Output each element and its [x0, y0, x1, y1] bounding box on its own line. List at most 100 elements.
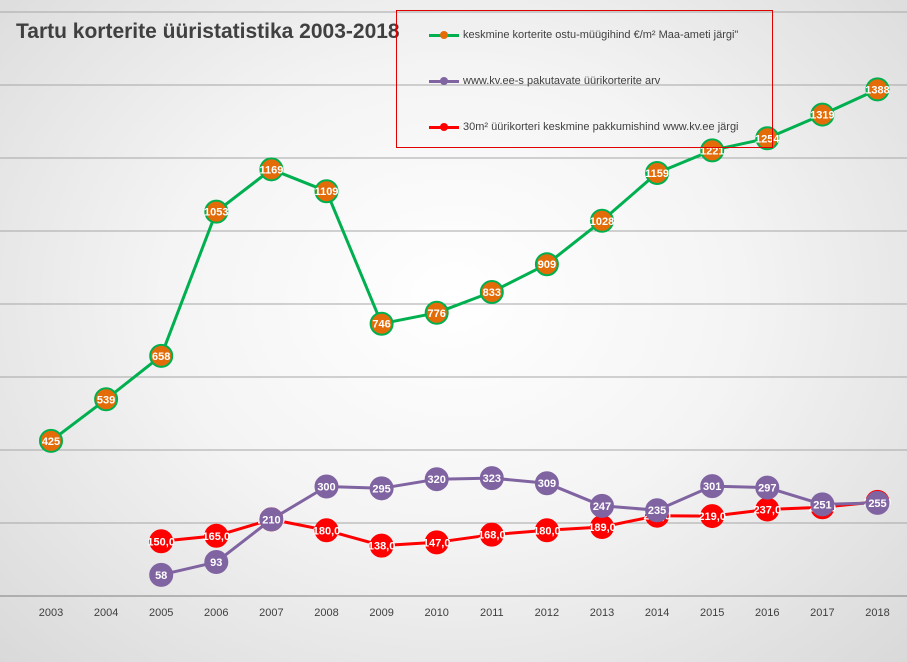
data-point	[39, 428, 63, 453]
x-tick-label: 2012	[535, 607, 559, 619]
data-point	[534, 252, 559, 277]
legend-swatch-count	[429, 76, 459, 86]
legend-label-price: keskmine korterite ostu-müügihind €/m² M…	[463, 29, 739, 41]
x-tick-label: 2011	[480, 607, 504, 619]
data-point	[204, 550, 229, 575]
data-point	[149, 529, 174, 554]
data-label: 301	[703, 481, 721, 493]
data-label: 189,0	[588, 522, 616, 534]
legend-item-price: keskmine korterite ostu-müügihind €/m² M…	[429, 29, 738, 41]
data-label: 1028	[590, 216, 614, 228]
data-point	[534, 518, 559, 543]
data-label: 147,0	[423, 537, 451, 549]
x-tick-label: 2006	[204, 607, 228, 619]
data-label: 300	[317, 482, 335, 494]
data-label: 1159	[645, 168, 669, 180]
data-label: 180,0	[313, 525, 341, 537]
data-point	[369, 476, 394, 501]
data-label: 658	[152, 351, 170, 363]
x-tick-label: 2004	[94, 607, 118, 619]
data-point	[479, 279, 504, 304]
legend-label-count: www.kv.ee-s pakutavate üürikorterite arv	[463, 75, 661, 87]
data-label: 1109	[315, 186, 339, 198]
data-label: 58	[155, 570, 167, 582]
data-point	[865, 490, 890, 515]
data-label: 1388	[865, 84, 889, 96]
data-point	[865, 77, 890, 102]
data-label: 909	[538, 259, 556, 271]
legend-item-count: www.kv.ee-s pakutavate üürikorterite arv	[429, 75, 660, 87]
data-point	[810, 102, 835, 127]
data-label: 219,0	[698, 511, 726, 523]
x-tick-label: 2008	[314, 607, 338, 619]
data-point	[424, 530, 449, 555]
data-label: 251	[813, 499, 831, 511]
data-label: 295	[372, 483, 390, 495]
data-point	[259, 157, 284, 182]
x-tick-label: 2003	[39, 607, 63, 619]
legend-item-rent: 30m² üürikorteri keskmine pakkumishind w…	[429, 121, 739, 133]
data-label: 1221	[700, 145, 724, 157]
data-point	[479, 466, 504, 491]
legend-label-rent: 30m² üürikorteri keskmine pakkumishind w…	[463, 121, 739, 133]
data-label: 323	[483, 473, 501, 485]
x-tick-label: 2017	[810, 607, 834, 619]
data-label: 210	[262, 514, 280, 526]
data-point	[149, 343, 174, 368]
x-tick-label: 2005	[149, 607, 173, 619]
data-label: 235	[648, 505, 666, 517]
data-label: 180,0	[533, 525, 561, 537]
data-point	[700, 138, 725, 163]
data-label: 138,0	[368, 541, 396, 553]
series-line-0	[49, 87, 879, 443]
x-tick-label: 2013	[590, 607, 614, 619]
data-point	[369, 533, 394, 558]
data-point	[479, 522, 504, 547]
data-label: 746	[372, 319, 390, 331]
data-label: 168,0	[478, 530, 506, 542]
data-point	[700, 504, 725, 529]
x-tick-label: 2010	[424, 607, 448, 619]
data-label: 309	[538, 478, 556, 490]
data-point	[424, 300, 449, 325]
data-label: 255	[868, 498, 886, 510]
data-point	[314, 179, 339, 204]
legend: keskmine korterite ostu-müügihind €/m² M…	[396, 10, 773, 148]
x-tick-label: 2007	[259, 607, 283, 619]
x-tick-label: 2018	[865, 607, 889, 619]
legend-swatch-price	[429, 30, 459, 40]
data-point	[204, 199, 229, 224]
data-label: 150,0	[147, 536, 175, 548]
x-tick-label: 2009	[369, 607, 393, 619]
data-label: 165,0	[203, 531, 231, 543]
data-label: 1169	[259, 164, 283, 176]
data-point	[424, 467, 449, 492]
data-point	[700, 474, 725, 499]
data-point	[314, 518, 339, 543]
data-label: 237,0	[754, 504, 782, 516]
data-point	[314, 474, 339, 499]
data-label: 1319	[810, 110, 834, 122]
data-point	[590, 208, 614, 233]
data-label: 539	[97, 394, 115, 406]
data-point	[645, 498, 670, 523]
data-point	[149, 562, 174, 587]
data-label: 320	[428, 474, 446, 486]
data-label: 833	[483, 287, 501, 299]
data-point	[204, 523, 229, 548]
data-point	[590, 493, 614, 518]
data-label: 247	[593, 501, 611, 513]
data-label: 93	[210, 557, 222, 569]
legend-swatch-rent	[429, 122, 459, 132]
x-tick-label: 2016	[755, 607, 779, 619]
data-label: 1254	[755, 133, 780, 145]
data-point	[810, 492, 835, 517]
data-label: 425	[42, 436, 60, 448]
data-label: 1053	[204, 207, 228, 219]
data-label: 297	[758, 483, 776, 495]
x-tick-label: 2014	[645, 607, 669, 619]
data-label: 776	[428, 308, 446, 320]
data-point	[534, 471, 559, 496]
